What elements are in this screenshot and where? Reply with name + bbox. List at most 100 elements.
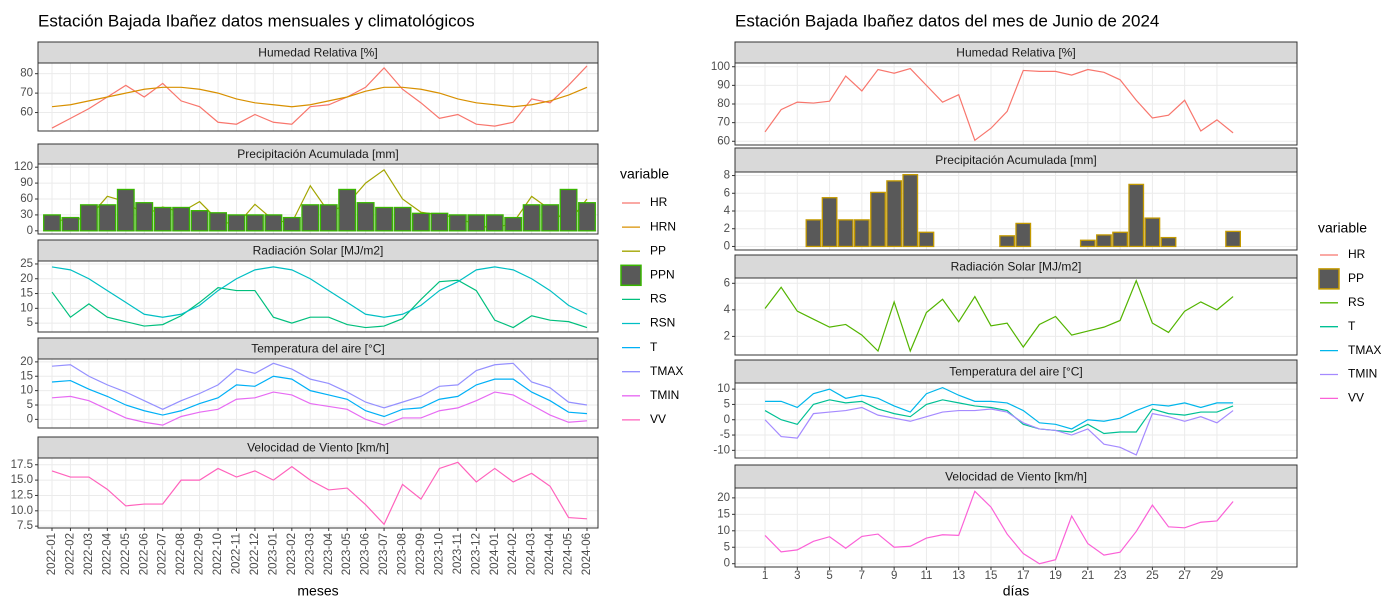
- bar: [999, 235, 1016, 248]
- x-tick-label: 2024-06: [581, 533, 593, 575]
- line: [764, 399, 1234, 435]
- x-tick-label: 2022-07: [157, 533, 169, 575]
- x-tick-label: 23: [1114, 570, 1127, 582]
- x-tick-label: 2024-01: [489, 533, 501, 575]
- bar: [918, 231, 935, 248]
- y-tick-label: 20: [717, 492, 730, 504]
- bar: [430, 212, 449, 232]
- line: [51, 86, 588, 108]
- x-tick-label: 2022-08: [175, 533, 187, 575]
- bar: [264, 214, 283, 232]
- bar: [821, 197, 838, 248]
- chart-title: Estación Bajada Ibañez datos mensuales y…: [38, 11, 475, 30]
- bar: [190, 210, 209, 232]
- line: [51, 461, 588, 526]
- bar: [870, 191, 886, 248]
- line: [51, 375, 588, 418]
- x-tick-label: 13: [952, 570, 965, 582]
- y-tick-label: 30: [20, 209, 33, 221]
- x-tick-label: 2023-09: [415, 533, 427, 575]
- line: [51, 65, 588, 129]
- legend-label: PP: [1348, 271, 1364, 285]
- y-tick-label: 5: [724, 398, 730, 410]
- x-tick-label: 2024-04: [544, 532, 556, 575]
- strip-label: Radiación Solar [MJ/m2]: [951, 260, 1082, 274]
- y-tick-label: 10.0: [11, 505, 33, 517]
- y-tick-label: 100: [711, 61, 730, 73]
- y-tick-label: 15: [20, 288, 33, 300]
- x-tick-label: 2023-02: [286, 533, 298, 575]
- chart-title: Estación Bajada Ibañez datos del mes de …: [735, 11, 1159, 30]
- strip-label: Humedad Relativa [%]: [258, 46, 377, 60]
- x-axis-title: meses: [297, 583, 338, 599]
- panel-border: [734, 171, 1298, 251]
- legend-label: RSN: [650, 316, 675, 330]
- legend-label: VV: [650, 412, 666, 426]
- bar: [412, 212, 430, 232]
- bar: [504, 216, 523, 232]
- panel-border: [734, 382, 1298, 459]
- panel: [735, 383, 1297, 458]
- line: [764, 490, 1234, 565]
- bar: [1128, 183, 1145, 248]
- bar: [301, 204, 320, 232]
- x-tick-label: 1: [762, 570, 768, 582]
- strip-label: Temperatura del aire [°C]: [251, 342, 385, 356]
- strip-label: Precipitación Acumulada [mm]: [935, 153, 1096, 167]
- x-tick-label: 17: [1017, 570, 1030, 582]
- y-tick-label: 90: [717, 79, 730, 91]
- y-tick-label: 15: [20, 370, 33, 382]
- bar: [886, 180, 903, 248]
- y-tick-label: 90: [20, 177, 33, 189]
- y-tick-label: 12.5: [11, 489, 33, 501]
- y-tick-label: 6: [724, 277, 730, 289]
- y-tick-label: 2: [724, 330, 730, 342]
- y-tick-label: 5: [724, 541, 730, 553]
- y-tick-label: 20: [20, 273, 33, 285]
- legend-label: PP: [650, 243, 666, 257]
- legend-label: HRN: [650, 219, 676, 233]
- bar: [356, 202, 375, 232]
- bar: [448, 214, 467, 232]
- legend-label: VV: [1348, 391, 1364, 405]
- panel: [735, 278, 1297, 355]
- bar: [338, 188, 357, 232]
- bar: [541, 204, 560, 232]
- bar: [485, 214, 504, 232]
- y-tick-label: 10: [717, 525, 730, 537]
- legend-key: [1318, 268, 1340, 290]
- x-tick-label: 2023-11: [452, 533, 464, 574]
- bar: [393, 206, 412, 232]
- line: [765, 386, 1234, 430]
- x-tick-label: 25: [1146, 570, 1159, 582]
- y-tick-label: -5: [720, 429, 730, 441]
- x-tick-label: 2022-03: [83, 533, 95, 575]
- y-tick-label: 4: [724, 205, 731, 217]
- bar: [902, 174, 919, 248]
- panel-border: [37, 260, 599, 333]
- x-tick-label: 2022-01: [46, 533, 58, 575]
- legend-label: HR: [650, 195, 668, 209]
- strip-label: Velocidad de Viento [km/h]: [247, 441, 389, 455]
- panel-border: [37, 358, 599, 429]
- line: [764, 406, 1234, 456]
- y-tick-label: 60: [20, 107, 33, 119]
- line: [51, 362, 588, 410]
- bar: [1015, 222, 1032, 248]
- y-tick-label: 0: [27, 413, 33, 425]
- bar: [467, 214, 486, 232]
- y-tick-label: 120: [14, 161, 33, 173]
- panel: [38, 359, 598, 428]
- x-tick-label: 2022-04: [101, 532, 113, 575]
- panel-border: [37, 163, 599, 235]
- bar: [1144, 217, 1161, 248]
- x-tick-label: 2022-11: [231, 533, 243, 574]
- y-tick-label: 25: [20, 258, 33, 270]
- bar: [578, 202, 596, 232]
- strip-label: Temperatura del aire [°C]: [949, 365, 1083, 379]
- x-tick-label: 2023-03: [304, 533, 316, 575]
- legend-label: T: [650, 340, 658, 354]
- y-tick-label: 80: [20, 68, 33, 80]
- x-tick-label: 27: [1178, 570, 1191, 582]
- x-tick-label: 2023-01: [267, 533, 279, 575]
